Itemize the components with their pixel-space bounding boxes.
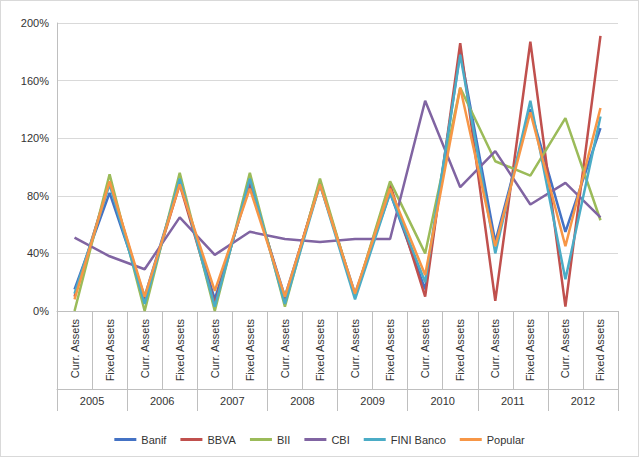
svg-text:Fixed Assets: Fixed Assets bbox=[104, 319, 116, 382]
svg-text:Banif: Banif bbox=[141, 434, 167, 446]
svg-text:Curr. Assets: Curr. Assets bbox=[139, 319, 151, 379]
svg-text:BII: BII bbox=[277, 434, 290, 446]
svg-text:2012: 2012 bbox=[571, 395, 595, 407]
svg-text:2008: 2008 bbox=[290, 395, 314, 407]
svg-text:Popular: Popular bbox=[487, 434, 525, 446]
svg-text:Curr. Assets: Curr. Assets bbox=[349, 319, 361, 379]
svg-text:Fixed Assets: Fixed Assets bbox=[314, 319, 326, 382]
svg-text:Fixed Assets: Fixed Assets bbox=[594, 319, 606, 382]
svg-text:Curr. Assets: Curr. Assets bbox=[559, 319, 571, 379]
svg-text:40%: 40% bbox=[27, 247, 49, 259]
svg-text:2007: 2007 bbox=[220, 395, 244, 407]
svg-text:Fixed Assets: Fixed Assets bbox=[384, 319, 396, 382]
svg-text:Fixed Assets: Fixed Assets bbox=[174, 319, 186, 382]
svg-text:Curr. Assets: Curr. Assets bbox=[209, 319, 221, 379]
svg-text:120%: 120% bbox=[21, 132, 49, 144]
svg-text:160%: 160% bbox=[21, 75, 49, 87]
svg-text:Fixed Assets: Fixed Assets bbox=[244, 319, 256, 382]
svg-text:Fixed Assets: Fixed Assets bbox=[524, 319, 536, 382]
svg-text:BBVA: BBVA bbox=[207, 434, 236, 446]
svg-text:CBI: CBI bbox=[331, 434, 349, 446]
svg-text:Curr. Assets: Curr. Assets bbox=[279, 319, 291, 379]
svg-text:Curr. Assets: Curr. Assets bbox=[69, 319, 81, 379]
svg-text:2005: 2005 bbox=[80, 395, 104, 407]
svg-text:2006: 2006 bbox=[150, 395, 174, 407]
svg-text:2009: 2009 bbox=[360, 395, 384, 407]
svg-text:2010: 2010 bbox=[430, 395, 454, 407]
svg-text:Fixed Assets: Fixed Assets bbox=[454, 319, 466, 382]
svg-text:200%: 200% bbox=[21, 17, 49, 29]
svg-text:FINI Banco: FINI Banco bbox=[391, 434, 446, 446]
svg-text:Curr. Assets: Curr. Assets bbox=[419, 319, 431, 379]
svg-text:2011: 2011 bbox=[501, 395, 525, 407]
svg-text:Curr. Assets: Curr. Assets bbox=[489, 319, 501, 379]
svg-text:0%: 0% bbox=[33, 305, 49, 317]
svg-text:80%: 80% bbox=[27, 190, 49, 202]
